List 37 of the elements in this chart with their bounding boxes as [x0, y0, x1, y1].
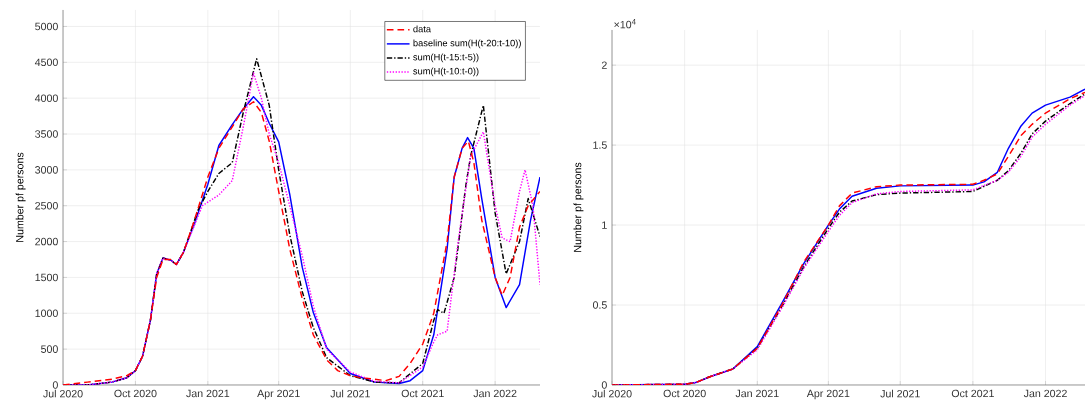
x-tick-label: Oct 2021	[951, 389, 994, 398]
y-tick-label: 2000	[35, 237, 58, 246]
y-tick-label: 500	[41, 345, 58, 353]
y-tick-label: 2500	[35, 201, 58, 210]
x-tick-label: Oct 2021	[401, 389, 444, 398]
x-tick-label: Jan 2021	[186, 389, 230, 398]
y-axis-title: Number pf persons	[15, 152, 26, 242]
legend-label: sum(H(t-15:t-5))	[413, 53, 479, 63]
x-tick-label: Jan 2021	[735, 389, 779, 398]
text: ×10$^{4}$	[614, 19, 636, 29]
y-tick-label: 0.5	[592, 301, 607, 309]
y-tick-label: 1500	[35, 273, 58, 282]
legend-label: data	[413, 25, 432, 33]
x-tick-label: Jan 2022	[473, 389, 517, 398]
x-tick-label: Jul 2021	[330, 389, 370, 398]
y-tick-label: 5000	[35, 22, 58, 31]
x-tick-label: Oct 2020	[114, 389, 157, 398]
y-tick-label: 0	[601, 381, 607, 389]
y-tick-label: 1.5	[593, 141, 607, 149]
y-tick-label: 1000	[35, 309, 58, 318]
y-tick-label: 2	[601, 61, 607, 69]
legend-label: baseline sum(H(t-20:t-10))	[413, 39, 521, 49]
x-tick-label: Oct 2020	[663, 389, 706, 398]
y-tick-label: 0	[52, 381, 58, 389]
y-tick-label: 3500	[35, 130, 58, 138]
x-tick-label: Apr 2021	[806, 389, 850, 400]
y-tick-label: 1	[602, 221, 607, 229]
y-axis-title: Number pf persons	[573, 162, 584, 252]
y-tick-label: 4000	[34, 94, 58, 102]
x-tick-label: Jul 2020	[43, 389, 83, 398]
x-tick-label: Jul 2021	[880, 389, 920, 398]
x-tick-label: Apr 2021	[257, 389, 300, 400]
x-tick-label: Jan 2022	[1023, 389, 1067, 398]
y-tick-label: 3000	[35, 166, 58, 174]
x-tick-label: Jul 2020	[592, 389, 632, 398]
y-tick-label: 4500	[34, 58, 58, 67]
legend-label: sum(H(t-10:t-0))	[413, 67, 479, 77]
